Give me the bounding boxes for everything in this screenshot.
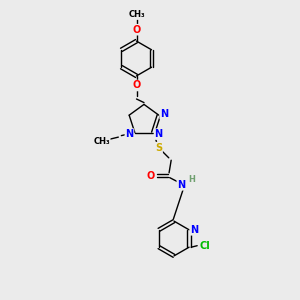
Text: N: N (190, 225, 199, 235)
Text: CH₃: CH₃ (128, 10, 145, 19)
Text: S: S (155, 142, 162, 153)
Text: O: O (146, 171, 154, 181)
Text: H: H (188, 175, 195, 184)
Text: N: N (160, 109, 168, 119)
Text: N: N (125, 129, 134, 139)
Text: Cl: Cl (199, 241, 210, 251)
Text: CH₃: CH₃ (93, 137, 110, 146)
Text: O: O (132, 80, 141, 91)
Text: N: N (154, 129, 163, 139)
Text: O: O (132, 25, 141, 35)
Text: N: N (177, 180, 185, 190)
